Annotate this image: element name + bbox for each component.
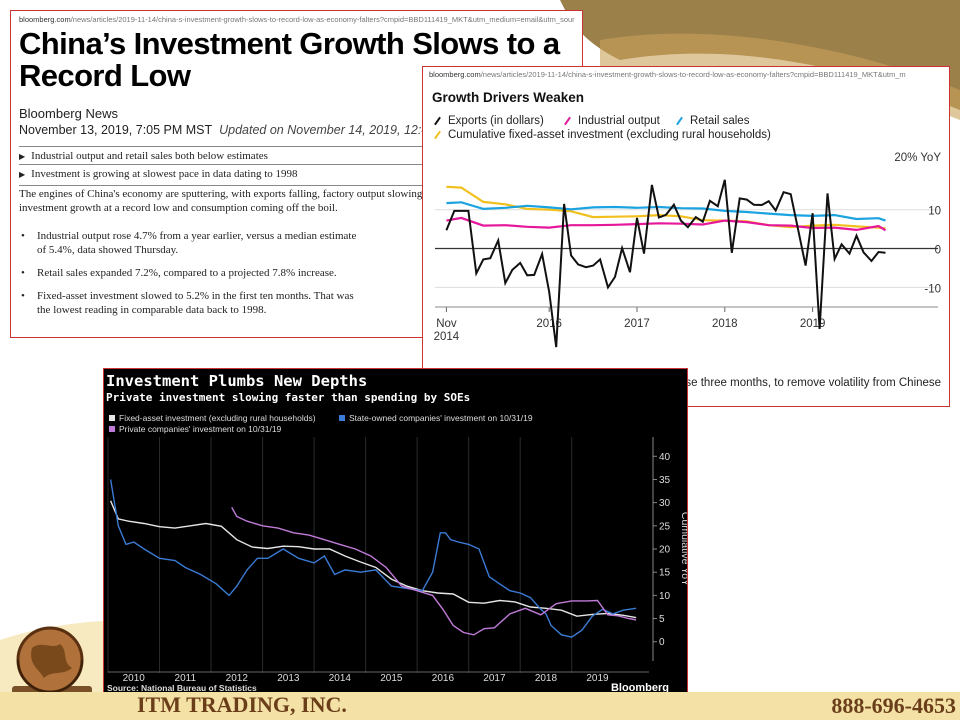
x-tick-label: 2016 [536,318,562,330]
legend-swatch [339,415,345,421]
phone-number[interactable]: 888-696-4653 [831,693,956,718]
article-date: November 13, 2019, 7:05 PM MST Updated o… [19,123,447,137]
series-line [446,216,887,232]
triangle-icon: ▶ [19,152,26,161]
x-tick-label: Nov [436,318,457,330]
legend-private: Private companies' investment on 10/31/1… [109,424,281,434]
series-line [231,506,637,636]
x-tick-label: 2012 [226,673,249,684]
y-tick-label: 15 [659,568,671,579]
article-byline: Bloomberg News [19,106,118,121]
drivers-note: ose three months, to remove volatility f… [679,377,942,389]
drivers-title: Growth Drivers Weaken [432,90,585,105]
legend-swatch [109,426,115,432]
article-bullet: Retail sales expanded 7.2%, compared to … [21,266,366,280]
y-tick-label: 25 [659,521,671,532]
y-tick-label: 30 [659,498,671,509]
series-line [445,179,886,348]
invest-source: Source: National Bureau of Statistics [107,683,257,693]
legend-soe: State-owned companies' investment on 10/… [339,413,533,423]
y-axis-label: 20% YoY [894,152,941,164]
article-bullet: Industrial output rose 4.7% from a year … [21,229,366,257]
highlight-item: ▶ Industrial output and retail sales both… [19,146,439,164]
x-tick-label: 2017 [483,673,506,684]
x-tick-label: 2010 [123,673,146,684]
legend-retail: Retail sales [675,115,749,127]
x-tick-label: 2019 [586,673,609,684]
y-tick-label: 10 [659,591,671,602]
investment-chart-card: Investment Plumbs New Depths Private inv… [103,368,688,697]
series-line [446,201,886,222]
x-tick-label: 2016 [432,673,455,684]
invest-subtitle: Private investment slowing faster than s… [106,391,471,404]
y-tick-label: 0 [659,637,665,648]
x-tick-label: 2011 [175,673,197,684]
invest-title: Investment Plumbs New Depths [106,372,368,390]
y-tick-label: 0 [935,245,941,257]
growth-drivers-card: bloomberg.com/news/articles/2019-11-14/c… [422,66,950,407]
x-tick-label: 2014 [329,673,352,684]
legend-fai: Fixed-asset investment (excluding rural … [109,413,316,423]
y-tick-label: 40 [659,452,671,463]
x-tick-label: 2013 [277,673,300,684]
triangle-icon: ▶ [19,170,26,179]
y-tick-label: 35 [659,475,671,486]
series-line [109,500,637,619]
legend-industrial: Industrial output [563,115,660,127]
y-tick-label: -10 [924,283,941,295]
x-tick-label: 2015 [380,673,403,684]
legend-exports: Exports (in dollars) [433,115,544,127]
article-headline: China’s Investment Growth Slows to a Reco… [19,26,560,93]
x-tick-label: 2019 [800,318,826,330]
x-tick-label: 2017 [624,318,650,330]
x-tick-label: 2018 [712,318,738,330]
x-tick-label: 2014 [434,331,460,343]
x-tick-label: 2018 [535,673,558,684]
highlight-item: ▶ Investment is growing at slowest pace i… [19,164,439,182]
company-name: ITM TRADING, INC. [137,692,347,717]
article-bullet: Fixed-asset investment slowed to 5.2% in… [21,289,366,317]
article-url[interactable]: bloomberg.com/news/articles/2019-11-14/c… [19,15,575,24]
y-tick-label: 5 [659,614,665,625]
bloomberg-logo: Bloomberg [610,682,669,694]
drivers-url[interactable]: bloomberg.com/news/articles/2019-11-14/c… [429,70,906,79]
y-tick-label: 20 [659,545,671,556]
investment-chart: 2010 2011 2012 2013 2014 2015 2016 2017 2018 2019… [107,437,688,684]
legend-swatch [109,415,115,421]
footer-bar: ITM TRADING, INC. 888-696-4653 [0,692,960,720]
legend-fai: Cumulative fixed-asset investment (exclu… [433,129,771,141]
y-axis-label: Cumulative YoY [679,512,688,586]
y-tick-label: 10 [928,206,941,218]
series-line [109,479,637,638]
article-lead: The engines of China's economy are sputt… [19,185,429,215]
